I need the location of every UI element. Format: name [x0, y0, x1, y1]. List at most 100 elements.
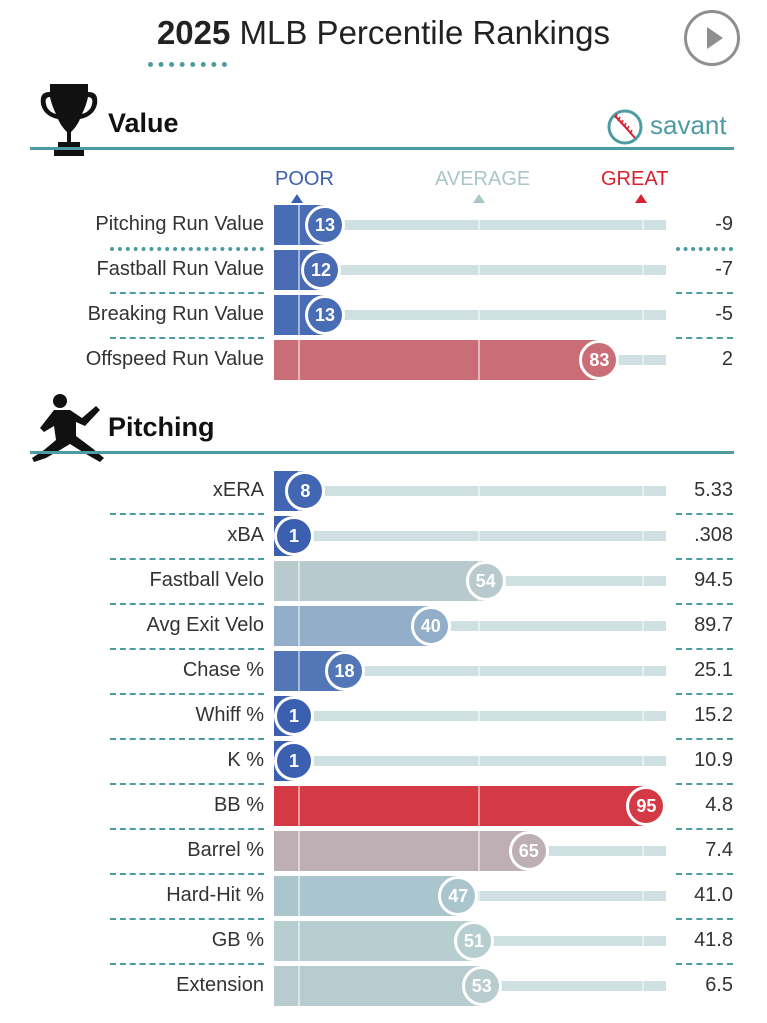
row-separator — [676, 558, 733, 560]
range-tick — [642, 921, 645, 961]
play-button[interactable] — [684, 10, 740, 66]
row-separator — [676, 292, 733, 294]
percentile-circle: 54 — [465, 561, 506, 601]
metric-value: 15.2 — [694, 704, 733, 726]
range-tick — [297, 651, 300, 691]
percentile-circle: 51 — [453, 921, 494, 961]
scale-average-marker — [473, 194, 485, 203]
range-tick — [297, 606, 300, 646]
range-tick — [297, 921, 300, 961]
percentile-circle: 1 — [274, 516, 314, 556]
range-tick — [642, 741, 645, 781]
range-tick — [642, 250, 645, 290]
metric-label: GB % — [211, 929, 264, 951]
bar-track — [274, 711, 666, 721]
average-tick — [477, 786, 480, 826]
metric-value: 25.1 — [694, 659, 733, 681]
percentile-bar — [274, 876, 459, 916]
percentile-circle: 13 — [304, 205, 345, 245]
percentile-circle: 95 — [626, 786, 667, 826]
bar-track — [274, 265, 666, 275]
row-separator — [110, 918, 264, 920]
range-tick — [642, 876, 645, 916]
percentile-circle: 65 — [508, 831, 549, 871]
metric-value: 10.9 — [694, 749, 733, 771]
metric-label: Fastball Velo — [149, 569, 264, 591]
average-tick — [477, 205, 480, 245]
range-tick — [642, 516, 645, 556]
average-tick — [477, 250, 480, 290]
metric-label: BB % — [213, 794, 264, 816]
percentile-bar — [274, 606, 431, 646]
page-title: 2025 MLB Percentile Rankings — [0, 14, 767, 52]
row-separator-dotted — [676, 247, 733, 251]
metric-label: xBA — [227, 524, 264, 546]
range-tick — [642, 831, 645, 871]
average-tick — [477, 696, 480, 736]
percentile-circle: 8 — [285, 471, 326, 511]
average-tick — [477, 831, 480, 871]
row-separator — [676, 918, 733, 920]
bar-track — [274, 756, 666, 766]
row-separator — [110, 963, 264, 965]
range-tick — [297, 876, 300, 916]
range-tick — [297, 786, 300, 826]
metric-value: 94.5 — [694, 569, 733, 591]
metric-value: 41.0 — [694, 884, 733, 906]
average-tick — [477, 340, 480, 380]
row-separator — [676, 738, 733, 740]
percentile-bar — [274, 831, 529, 871]
row-separator — [110, 693, 264, 695]
row-separator — [110, 783, 264, 785]
range-tick — [297, 205, 300, 245]
title-underline — [148, 62, 227, 67]
metric-value: 4.8 — [705, 794, 733, 816]
row-separator — [676, 513, 733, 515]
play-icon — [707, 27, 723, 49]
average-tick — [477, 741, 480, 781]
row-separator — [110, 292, 264, 294]
average-tick — [477, 651, 480, 691]
row-separator — [676, 963, 733, 965]
scale-great-label: GREAT — [601, 168, 669, 190]
bar-track — [274, 666, 666, 676]
metric-label: Fastball Run Value — [96, 258, 265, 280]
row-separator — [110, 337, 264, 339]
percentile-circle: 12 — [301, 250, 342, 290]
percentile-circle: 83 — [579, 340, 620, 380]
bar-track — [274, 621, 666, 631]
percentile-circle: 13 — [304, 295, 345, 335]
section-title-pitching: Pitching — [108, 412, 215, 442]
metric-value: .308 — [694, 524, 733, 546]
row-separator — [676, 693, 733, 695]
percentile-circle: 40 — [410, 606, 451, 646]
row-separator — [110, 873, 264, 875]
row-separator — [676, 603, 733, 605]
metric-label: Whiff % — [195, 704, 264, 726]
row-separator-dotted — [110, 247, 264, 251]
metric-label: xERA — [212, 479, 264, 501]
range-tick — [642, 340, 645, 380]
baseball-icon — [607, 109, 643, 145]
row-separator — [110, 513, 264, 515]
range-tick — [642, 606, 645, 646]
metric-label: Extension — [176, 974, 264, 996]
metric-label: Barrel % — [187, 839, 264, 861]
scale-average-label: AVERAGE — [435, 168, 531, 190]
average-tick — [477, 471, 480, 511]
scale-poor-label: POOR — [275, 168, 334, 190]
scale-great-marker — [635, 194, 647, 203]
metric-label: Chase % — [182, 659, 264, 681]
range-tick — [297, 966, 300, 1006]
average-tick — [477, 516, 480, 556]
percentile-circle: 47 — [438, 876, 479, 916]
trophy-icon — [40, 84, 98, 156]
range-tick — [297, 831, 300, 871]
metric-value: -5 — [715, 303, 733, 325]
row-separator — [676, 337, 733, 339]
metric-label: Pitching Run Value — [95, 213, 264, 235]
range-tick — [642, 966, 645, 1006]
metric-value: -9 — [715, 213, 733, 235]
range-tick — [642, 295, 645, 335]
row-separator — [676, 828, 733, 830]
